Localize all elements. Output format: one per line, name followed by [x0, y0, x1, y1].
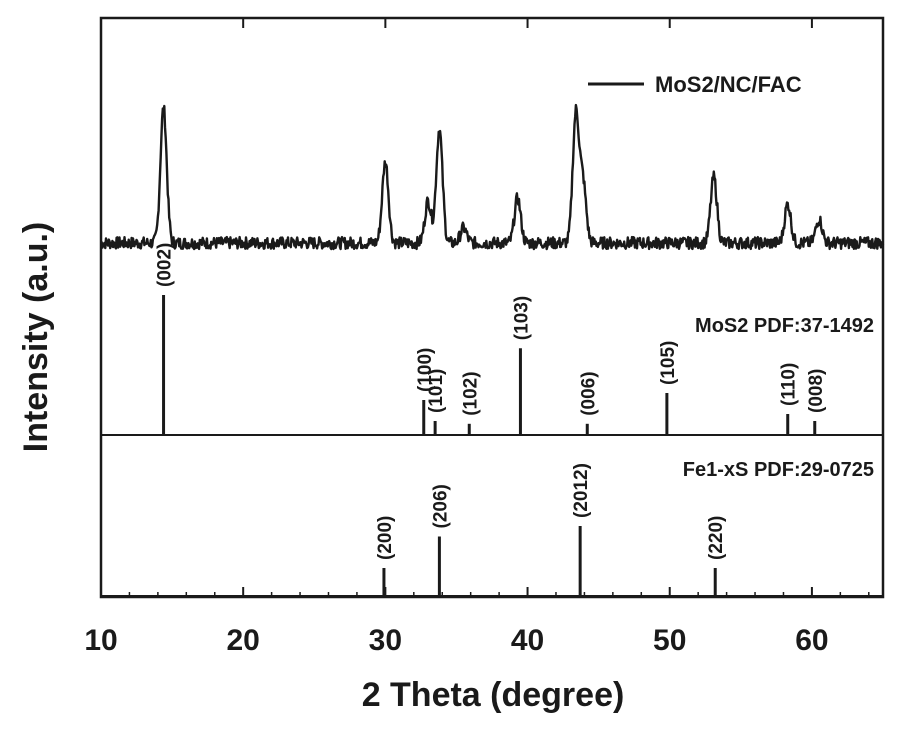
- mos2-hkl-label: (002): [155, 243, 176, 287]
- mos2-hkl-label: (008): [806, 369, 827, 413]
- x-tick-label: 20: [226, 624, 259, 657]
- mos2-hkl-label: (006): [578, 371, 599, 415]
- mos2-hkl-label: (103): [511, 296, 532, 340]
- mos2-hkl-label: (110): [779, 363, 800, 406]
- xrd-pattern-line: [100, 103, 885, 251]
- x-tick-label: 50: [653, 624, 686, 657]
- x-tick-label: 60: [795, 624, 828, 657]
- x-tick-label: 30: [369, 624, 402, 657]
- x-axis-title: 2 Theta (degree): [362, 676, 625, 714]
- mos2-hkl-label: (105): [658, 341, 679, 385]
- plot-area: (002) (100)(101) (102) (103) (006) (105) (110)…: [84, 16, 885, 657]
- fes-hkl-label: (200): [375, 516, 396, 560]
- fes-hkl-label: (206): [430, 484, 451, 528]
- mos2-hkl-label: (100): [415, 348, 436, 392]
- fes-hkl-label: (2012): [571, 463, 592, 518]
- y-axis-title: Intensity (a.u.): [17, 222, 55, 452]
- x-tick-label: 40: [511, 624, 544, 657]
- fes-reference-label: Fe1-xS PDF:29-0725: [683, 459, 874, 481]
- mos2-reference-label: MoS2 PDF:37-1492: [695, 315, 874, 337]
- fes-hkl-label: (220): [706, 516, 727, 560]
- x-tick-label: 10: [84, 624, 117, 657]
- mos2-hkl-label: (102): [460, 371, 481, 415]
- legend-label: MoS2/NC/FAC: [655, 72, 802, 97]
- mos2-hkl-label: (101): [426, 369, 447, 413]
- plot-frame: [99, 16, 885, 599]
